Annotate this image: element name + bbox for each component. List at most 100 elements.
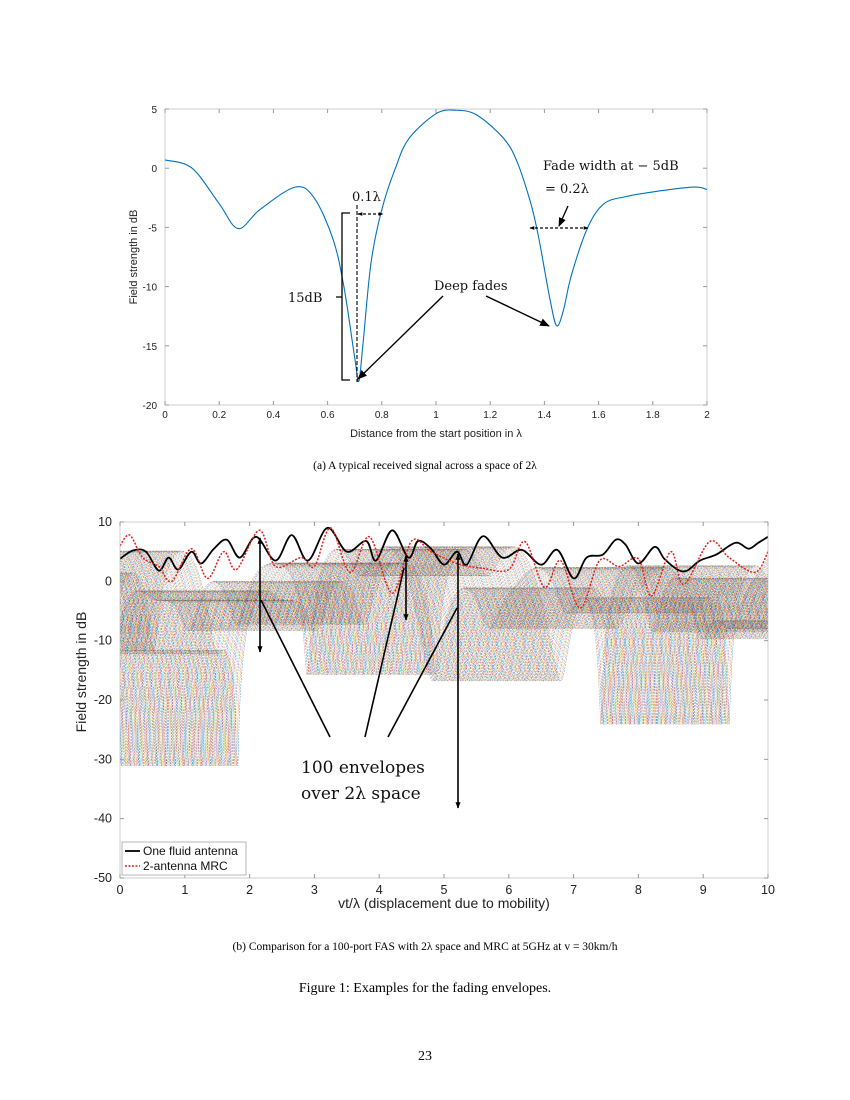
- x-tick-label: 8: [635, 883, 642, 897]
- x-tick-label: 0.8: [375, 410, 389, 421]
- deep-fade-arrow-2: [485, 295, 550, 327]
- chart-b-xlabel: vt/λ (displacement due to mobility): [338, 895, 550, 911]
- envelope-line: [120, 546, 768, 767]
- envelope-line: [120, 546, 768, 725]
- x-tick-label: 10: [761, 883, 775, 897]
- y-tick-label: -20: [94, 693, 112, 707]
- y-tick-label: 0: [151, 164, 157, 175]
- pointer-line-2: [364, 567, 405, 738]
- y-tick-label: -10: [143, 283, 158, 294]
- page-number: 23: [418, 1049, 432, 1064]
- envelope-line: [120, 546, 768, 767]
- y-tick-label: -30: [94, 752, 112, 766]
- y-tick-label: -40: [94, 812, 112, 826]
- deep-fades-label: Deep fades: [434, 279, 508, 294]
- envelopes-label-2: over 2λ space: [301, 784, 421, 804]
- x-tick-label: 1.2: [483, 410, 497, 421]
- pointer-line-3: [387, 607, 458, 738]
- envelope-line: [120, 546, 768, 767]
- legend-box: [121, 841, 247, 876]
- envelope-line: [120, 546, 768, 767]
- envelope-line: [120, 546, 768, 767]
- envelope-line: [120, 546, 768, 725]
- envelope-line: [120, 546, 768, 767]
- x-tick-label: 0: [117, 883, 124, 897]
- envelope-line: [120, 546, 768, 767]
- chart-b-ylabel: Field strength in dB: [73, 612, 89, 733]
- envelope-line: [120, 546, 768, 767]
- envelope-line: [120, 546, 768, 725]
- envelope-line: [120, 546, 768, 767]
- envelope-line: [120, 546, 768, 767]
- x-tick-label: 7: [570, 883, 577, 897]
- envelope-line: [120, 546, 768, 767]
- envelopes-label-1: 100 envelopes: [301, 758, 425, 778]
- y-tick-label: 10: [98, 515, 112, 529]
- envelope-line: [120, 546, 768, 767]
- x-tick-label: 1: [433, 410, 439, 421]
- fade-width-label-1: Fade width at − 5dB: [543, 159, 679, 174]
- x-tick-label: 2: [246, 883, 253, 897]
- x-tick-label: 2: [704, 410, 710, 421]
- envelope-line: [120, 546, 768, 767]
- envelope-line: [120, 546, 768, 725]
- width-label: 0.1λ: [352, 190, 381, 205]
- legend-label-mrc: 2-antenna MRC: [143, 859, 228, 873]
- x-tick-label: 1: [181, 883, 188, 897]
- depth-label: 15dB: [288, 291, 322, 306]
- envelope-line: [120, 546, 768, 767]
- figure-caption: Figure 1: Examples for the fading envelo…: [298, 981, 552, 996]
- envelope-line: [120, 546, 768, 767]
- chart-b-fluid-antenna-line: [120, 527, 768, 580]
- envelope-line: [120, 546, 768, 725]
- fade-width-pointer-arrow: [558, 205, 569, 227]
- y-tick-label: 0: [105, 574, 112, 588]
- chart-b-envelopes: [120, 546, 768, 767]
- y-tick-label: 5: [151, 105, 157, 116]
- x-tick-label: 1.8: [646, 410, 660, 421]
- envelope-line: [120, 546, 768, 767]
- envelope-line: [120, 546, 768, 767]
- chart-a-signal-line: [165, 109, 707, 383]
- envelope-line: [120, 546, 768, 767]
- envelope-line: [120, 546, 768, 767]
- x-tick-label: 3: [311, 883, 318, 897]
- x-tick-label: 0.2: [212, 410, 226, 421]
- envelope-line: [120, 546, 768, 725]
- chart-a-xlabel: Distance from the start position in λ: [350, 428, 522, 440]
- chart-a-annotations: [336, 205, 589, 382]
- x-tick-label: 6: [505, 883, 512, 897]
- envelope-line: [120, 546, 768, 767]
- envelope-line: [120, 546, 768, 767]
- fade-width-label-2: = 0.2λ: [545, 182, 589, 197]
- x-tick-label: 1.6: [592, 410, 606, 421]
- envelope-line: [120, 546, 768, 767]
- envelope-line: [120, 546, 768, 767]
- chart-b-annotations: [257, 537, 461, 809]
- envelope-line: [120, 546, 768, 767]
- chart-b-mrc-line: [120, 527, 768, 609]
- x-tick-label: 9: [700, 883, 707, 897]
- y-tick-label: -10: [94, 634, 112, 648]
- envelope-line: [120, 546, 768, 767]
- deep-fade-arrow-1: [357, 295, 444, 380]
- caption-a: (a) A typical received signal across a s…: [313, 460, 537, 472]
- y-tick-label: -20: [143, 401, 158, 412]
- pointer-line-1: [260, 599, 331, 738]
- chart-a: 0 0.2 0.4 0.6 0.8 1 1.2 1.4 1.6 1.8 2 5 0 -5 -10 -15 -20…: [128, 105, 710, 440]
- x-tick-label: 0.4: [266, 410, 280, 421]
- x-tick-label: 1.4: [537, 410, 551, 421]
- chart-b-legend: One fluid antenna 2-antenna MRC: [121, 841, 247, 876]
- legend-label-fluid: One fluid antenna: [143, 844, 238, 858]
- caption-b: (b) Comparison for a 100-port FAS with 2…: [232, 941, 618, 953]
- x-tick-label: 0.6: [321, 410, 335, 421]
- x-tick-label: 0: [162, 410, 168, 421]
- chart-a-axes-box: [164, 108, 708, 406]
- envelope-line: [120, 546, 768, 767]
- envelope-line: [120, 546, 768, 767]
- envelope-line: [120, 546, 768, 767]
- envelope-line: [120, 546, 768, 767]
- y-tick-label: -5: [148, 223, 157, 234]
- y-tick-label: -50: [94, 871, 112, 885]
